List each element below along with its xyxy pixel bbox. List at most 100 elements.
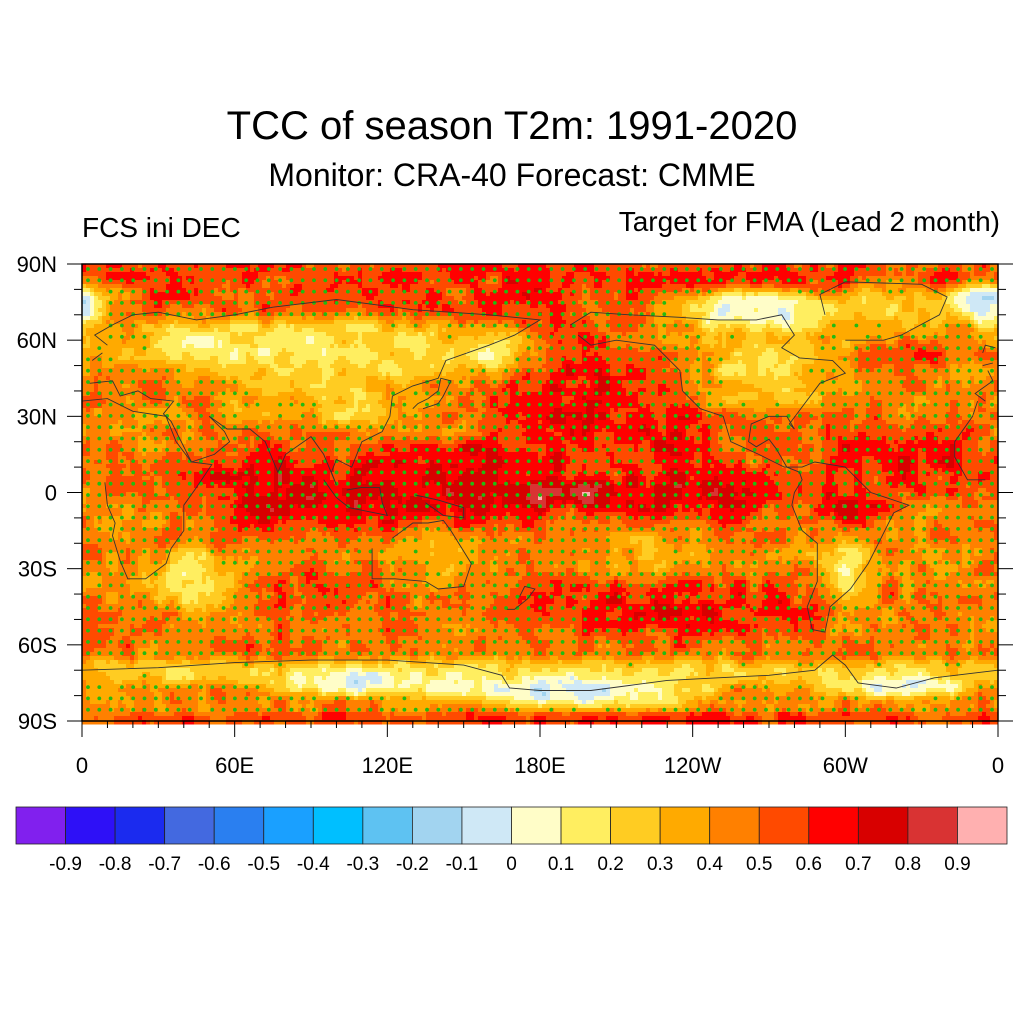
- field-cell: [634, 448, 639, 453]
- field-cell: [782, 324, 791, 329]
- field-cell: [838, 560, 863, 565]
- field-cell: [366, 520, 379, 525]
- field-cell: [186, 440, 219, 445]
- field-cell: [658, 612, 683, 617]
- field-cell: [738, 400, 779, 405]
- field-cell: [606, 320, 647, 325]
- field-cell: [866, 300, 903, 305]
- field-cell: [326, 396, 339, 401]
- field-cell: [422, 272, 451, 277]
- field-cell: [274, 320, 287, 325]
- field-cell: [910, 612, 935, 617]
- field-cell: [726, 464, 735, 469]
- field-cell: [274, 356, 291, 361]
- field-cell: [566, 416, 575, 421]
- field-cell: [94, 520, 99, 525]
- field-cell: [330, 344, 335, 349]
- field-cell: [474, 288, 483, 293]
- field-cell: [742, 464, 751, 469]
- field-cell: [150, 336, 163, 341]
- field-cell: [806, 332, 811, 337]
- field-cell: [554, 564, 559, 569]
- field-cell: [898, 568, 911, 573]
- field-cell: [218, 432, 243, 437]
- field-cell: [706, 312, 711, 317]
- field-cell: [822, 316, 855, 321]
- field-cell: [826, 472, 835, 477]
- field-cell: [574, 272, 591, 277]
- field-cell: [366, 296, 375, 301]
- field-cell: [290, 424, 299, 429]
- field-cell: [518, 344, 535, 349]
- field-cell: [86, 500, 143, 505]
- field-cell: [838, 572, 843, 577]
- field-cell: [454, 356, 471, 361]
- field-cell: [138, 364, 187, 369]
- field-cell: [158, 320, 175, 325]
- field-cell: [554, 596, 567, 601]
- field-cell: [770, 580, 795, 585]
- field-cell: [274, 312, 323, 317]
- field-cell: [566, 444, 579, 449]
- field-cell: [594, 340, 599, 345]
- field-cell: [258, 428, 291, 433]
- field-cell: [226, 364, 271, 369]
- field-cell: [618, 616, 635, 621]
- field-cell: [574, 416, 583, 421]
- field-cell: [486, 276, 491, 281]
- field-cell: [822, 420, 851, 425]
- field-cell: [294, 616, 303, 621]
- field-cell: [854, 416, 867, 421]
- field-cell: [486, 452, 499, 457]
- field-cell: [226, 572, 235, 577]
- field-cell: [850, 424, 855, 429]
- field-cell: [586, 416, 595, 421]
- field-cell: [342, 396, 355, 401]
- field-cell: [602, 372, 611, 377]
- field-cell: [122, 352, 135, 357]
- field-cell: [730, 428, 775, 433]
- field-cell: [450, 348, 455, 353]
- field-cell: [498, 400, 511, 405]
- field-cell: [262, 280, 271, 285]
- field-cell: [386, 392, 391, 397]
- field-cell: [158, 592, 183, 597]
- field-cell: [682, 308, 691, 313]
- field-cell: [586, 528, 595, 533]
- field-cell: [590, 600, 607, 605]
- field-cell: [502, 272, 551, 277]
- field-cell: [570, 428, 575, 433]
- field-cell: [638, 292, 659, 297]
- field-cell: [370, 580, 375, 585]
- field-cell: [946, 288, 955, 293]
- field-cell: [346, 356, 379, 361]
- field-cell: [122, 472, 135, 477]
- field-cell: [202, 572, 219, 577]
- field-cell: [678, 344, 691, 349]
- field-cell: [938, 596, 943, 601]
- field-cell: [226, 376, 231, 381]
- field-cell: [646, 304, 655, 309]
- field-cell: [102, 584, 131, 589]
- field-cell: [590, 576, 615, 581]
- field-cell: [230, 352, 239, 357]
- field-cell: [910, 592, 915, 597]
- field-cell: [886, 524, 895, 529]
- field-cell: [214, 344, 219, 349]
- field-cell: [838, 524, 863, 529]
- field-cell: [498, 472, 527, 477]
- field-cell: [662, 340, 691, 345]
- field-cell: [82, 576, 103, 581]
- field-cell: [118, 296, 123, 301]
- field-cell: [674, 296, 699, 301]
- field-cell: [570, 292, 575, 297]
- field-cell: [930, 532, 951, 537]
- field-cell: [614, 432, 647, 437]
- field-cell: [918, 548, 927, 553]
- field-cell: [894, 316, 899, 321]
- field-cell: [502, 412, 519, 417]
- field-cell: [874, 544, 915, 549]
- field-cell: [286, 616, 291, 621]
- field-cell: [642, 288, 683, 293]
- field-cell: [718, 536, 731, 541]
